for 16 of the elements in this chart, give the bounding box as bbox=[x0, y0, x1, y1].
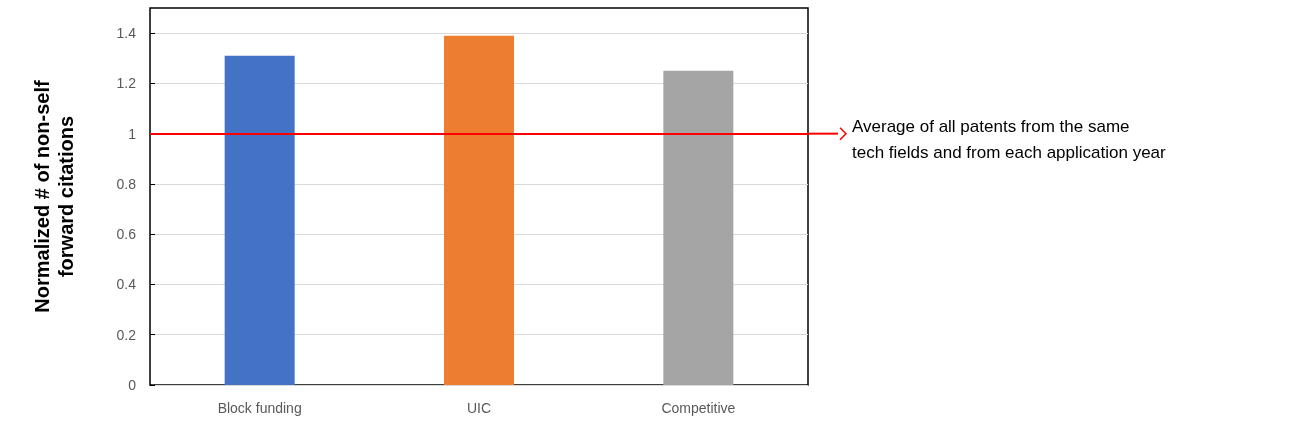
ref-line-label: Average of all patents from the same tech fields and from each application year bbox=[852, 117, 1167, 163]
y-tick-label: 0 bbox=[128, 377, 137, 393]
y-tick-label: 0.8 bbox=[116, 175, 137, 192]
y-tick-label: 1.4 bbox=[116, 25, 137, 42]
bar bbox=[224, 55, 295, 385]
y-tick-label: 0.6 bbox=[116, 226, 137, 243]
bar bbox=[663, 70, 734, 385]
x-tick-label: Block funding bbox=[217, 400, 302, 416]
y-tick-label: 1 bbox=[128, 125, 137, 142]
y-tick-label: 0.4 bbox=[116, 276, 137, 293]
y-tick-label: 1.2 bbox=[116, 75, 137, 92]
y-axis-title: Normalized # of non-self forward citations bbox=[31, 80, 77, 313]
x-tick-label: UIC bbox=[466, 400, 492, 416]
y-tick-label: 0.2 bbox=[116, 326, 137, 343]
x-tick-label: Competitive bbox=[661, 400, 736, 416]
bar bbox=[444, 35, 514, 385]
